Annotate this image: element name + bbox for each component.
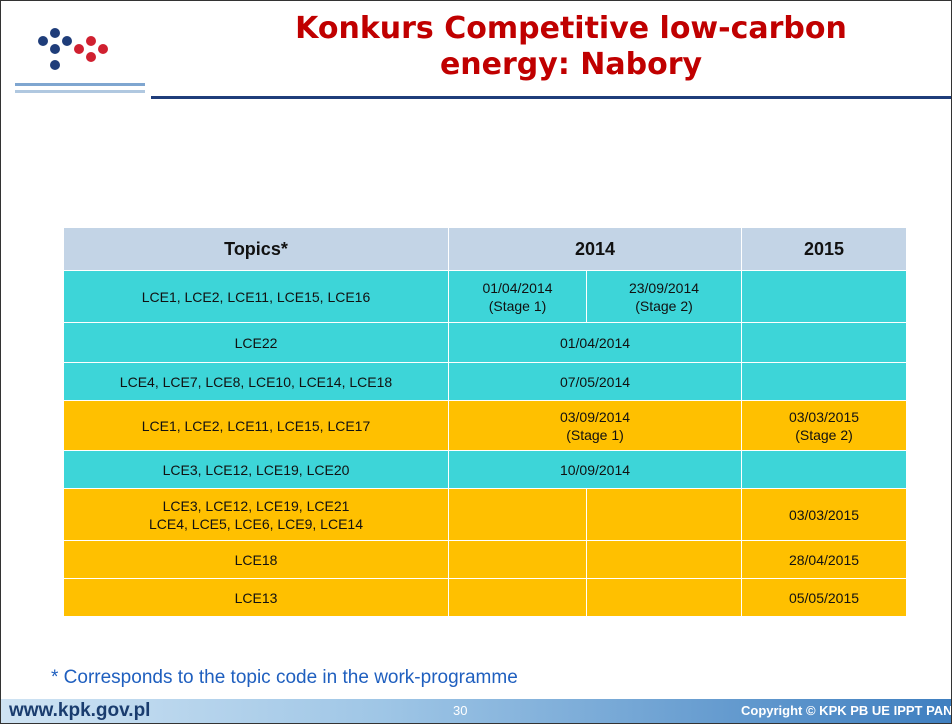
title-line: energy: Nabory [439,47,703,82]
cell: 07/05/2014 [447,362,743,401]
cell-line: (Stage 2) [795,426,853,443]
cell-line: (Stage 1) [488,297,547,314]
cell: LCE4, LCE7, LCE8, LCE10, LCE14, LCE18 [63,362,449,401]
table-row: LCE18 28/04/2015 [63,540,908,579]
cell [585,488,743,541]
table-row: LCE13 05/05/2015 [63,578,908,617]
header-cell: 2014 [447,227,743,271]
cell: LCE1, LCE2, LCE11, LCE15, LCE16 [63,270,449,323]
cell: LCE1, LCE2, LCE11, LCE15, LCE17 [63,400,449,451]
footnote: * Corresponds to the topic code in the w… [51,667,518,688]
cell: LCE13 [63,578,449,617]
cell [741,450,908,489]
cell-line: 01/04/2014 [482,279,553,296]
table-row: LCE1, LCE2, LCE11, LCE15, LCE17 03/09/201… [63,400,908,451]
cell: 01/04/2014 [447,322,743,363]
cell-line: 03/03/2015 [788,506,860,523]
cell: 03/03/2015 (Stage 2) [741,400,908,451]
cell [741,322,908,363]
cell-line: LCE1, LCE2, LCE11, LCE15, LCE17 [141,417,371,434]
cell [741,362,908,401]
cell [741,270,908,323]
cell-line: LCE22 [234,334,278,351]
cell: 05/05/2015 [741,578,908,617]
cell-line: LCE3, LCE12, LCE19, LCE20 [162,461,350,478]
table-row: LCE1, LCE2, LCE11, LCE15, LCE16 01/04/201… [63,270,908,323]
cell-line: LCE13 [234,589,278,606]
cell: 03/09/2014 (Stage 1) [447,400,743,451]
cell: LCE3, LCE12, LCE19, LCE20 [63,450,449,489]
table: Topics* 2014 2015 LCE1, LCE2, LCE11, LCE… [63,227,908,617]
logo [15,28,145,93]
cell [448,488,587,541]
cell-line: LCE4, LCE7, LCE8, LCE10, LCE14, LCE18 [119,373,393,390]
cell-line: 23/09/2014 [628,279,700,296]
cell [448,578,587,617]
title: Konkurs Competitive low-carbon energy: N… [201,11,941,83]
cell [448,540,587,579]
table-row: LCE3, LCE12, LCE19, LCE21 LCE4, LCE5, LCE… [63,488,908,541]
cell-line: LCE1, LCE2, LCE11, LCE15, LCE16 [141,288,371,305]
cell: 23/09/2014 (Stage 2) [585,270,743,323]
title-rule [151,96,951,99]
cell [585,578,743,617]
cell: LCE3, LCE12, LCE19, LCE21 LCE4, LCE5, LCE… [63,488,449,541]
cell-line: (Stage 1) [566,426,624,443]
table-row: LCE4, LCE7, LCE8, LCE10, LCE14, LCE18 07/… [63,362,908,401]
header-cell: 2015 [741,227,908,271]
footer-url: www.kpk.gov.pl [9,700,151,721]
title-line: Konkurs Competitive low-carbon [295,11,847,46]
cell: 28/04/2015 [741,540,908,579]
cell: 03/03/2015 [741,488,908,541]
cell-line: 28/04/2015 [788,551,860,568]
table-row: LCE3, LCE12, LCE19, LCE20 10/09/2014 [63,450,908,489]
footer: www.kpk.gov.pl 30 Copyright © KPK PB UE … [1,699,951,723]
cell-line: 01/04/2014 [559,334,631,351]
cell-line: 07/05/2014 [559,373,631,390]
copyright: Copyright © KPK PB UE IPPT PAN [741,703,951,718]
cell [585,540,743,579]
cell-line: 03/03/2015 [788,408,860,425]
cell: 01/04/2014 (Stage 1) [448,270,587,323]
header-cell: Topics* [63,227,449,271]
cell-line: 05/05/2015 [788,589,860,606]
cell-line: 03/09/2014 [559,408,631,425]
header-row: Topics* 2014 2015 [63,227,908,271]
cell-line: 10/09/2014 [559,461,631,478]
cell: LCE22 [63,322,449,363]
cell-line: LCE3, LCE12, LCE19, LCE21 [162,497,350,514]
table-row: LCE22 01/04/2014 [63,322,908,363]
cell: 10/09/2014 [447,450,743,489]
cell-line: LCE4, LCE5, LCE6, LCE9, LCE14 [148,515,363,532]
page-number: 30 [453,703,468,718]
cell: LCE18 [63,540,449,579]
cell-line: LCE18 [234,551,278,568]
cell-line: (Stage 2) [635,297,693,314]
